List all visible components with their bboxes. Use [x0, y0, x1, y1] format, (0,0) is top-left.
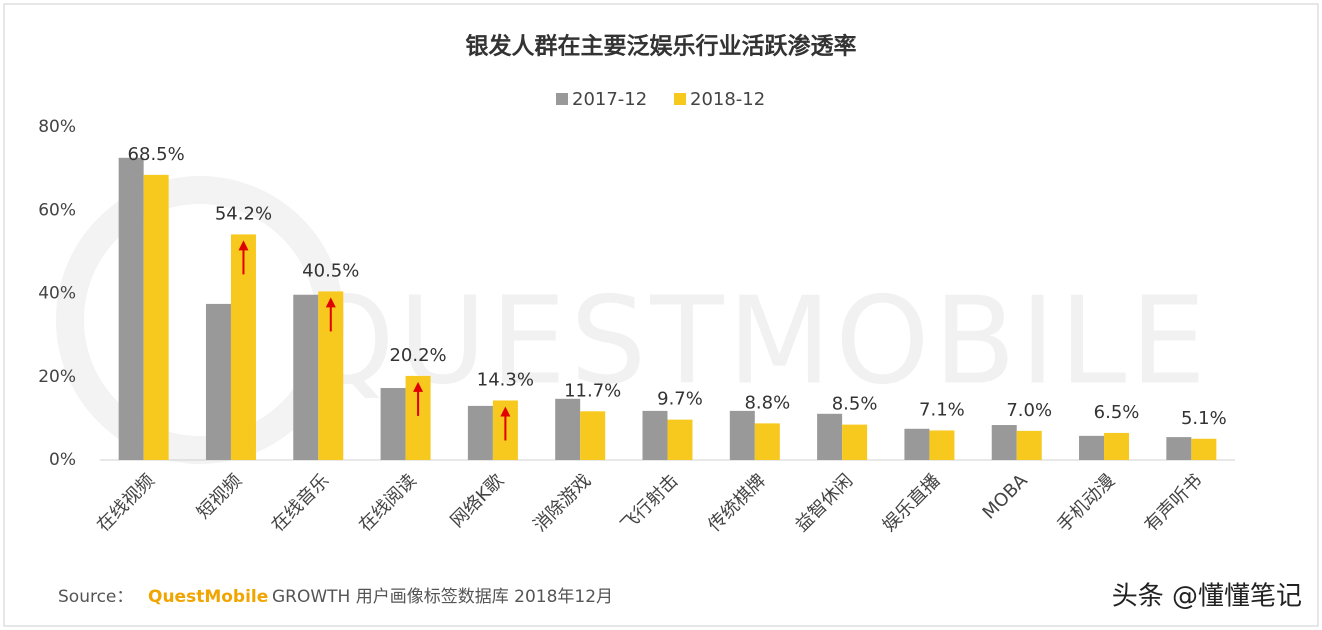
- highlight-arrow-head: [238, 240, 249, 251]
- bar: [143, 174, 169, 460]
- source-brand: QuestMobile: [148, 587, 268, 607]
- source-text: GROWTH 用户画像标签数据库 2018年12月: [272, 587, 613, 607]
- bar: [205, 303, 231, 460]
- bar: [817, 413, 843, 460]
- data-label: 14.3%: [477, 369, 534, 390]
- bar: [380, 387, 406, 460]
- bar: [555, 398, 581, 460]
- data-label: 9.7%: [657, 389, 703, 410]
- data-label: 8.8%: [744, 392, 790, 413]
- data-label: 7.1%: [919, 399, 965, 420]
- bar: [580, 411, 606, 460]
- bar: [842, 424, 868, 460]
- bar: [1079, 435, 1105, 460]
- data-label: 11.7%: [564, 380, 621, 401]
- bar: [929, 430, 955, 460]
- bar: [754, 423, 780, 460]
- highlight-arrow-head: [413, 381, 424, 392]
- bar: [729, 410, 755, 460]
- y-tick-label: 60%: [38, 200, 76, 220]
- legend-swatch: [674, 93, 686, 105]
- data-label: 68.5%: [128, 144, 185, 165]
- bar: [1104, 432, 1130, 460]
- bar: [293, 294, 319, 460]
- legend: 2017-12 2018-12: [556, 89, 765, 110]
- bar: [904, 428, 930, 460]
- y-tick-label: 0%: [49, 450, 76, 470]
- bar: [991, 425, 1017, 460]
- legend-label: 2017-12: [572, 89, 647, 110]
- data-label: 8.5%: [832, 394, 878, 415]
- data-label: 5.1%: [1181, 408, 1227, 429]
- bar: [118, 157, 144, 461]
- bar: [1191, 438, 1217, 460]
- chart-title: 银发人群在主要泛娱乐行业活跃渗透率: [466, 33, 857, 60]
- bar: [1166, 437, 1192, 460]
- watermark: 头条 @懂懂笔记: [1112, 582, 1302, 612]
- y-tick-label: 40%: [38, 284, 76, 304]
- data-label: 7.0%: [1006, 400, 1052, 421]
- highlight-arrow-head: [500, 406, 511, 417]
- y-tick-label: 80%: [38, 117, 76, 137]
- y-tick-label: 20%: [38, 367, 76, 387]
- highlight-arrow-head: [325, 297, 336, 308]
- data-label: 6.5%: [1094, 402, 1140, 423]
- bar: [1016, 430, 1042, 460]
- legend-label: 2018-12: [690, 89, 765, 110]
- data-label: 20.2%: [389, 345, 446, 366]
- bar: [642, 410, 668, 460]
- legend-swatch: [556, 93, 568, 105]
- data-label: 40.5%: [302, 260, 359, 281]
- bar: [667, 419, 693, 460]
- bar: [467, 405, 493, 460]
- source-prefix: Source：: [58, 587, 133, 607]
- background-watermark: QUESTMOBILE: [300, 273, 1210, 412]
- data-label: 54.2%: [215, 203, 272, 224]
